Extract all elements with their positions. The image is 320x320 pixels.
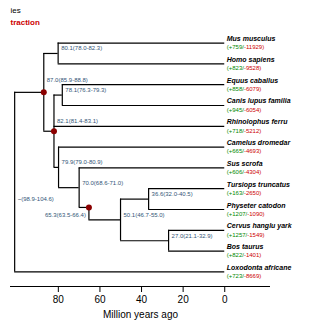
svg-text:-9528): -9528) <box>244 65 261 71</box>
svg-text:-6079): -6079) <box>244 86 261 92</box>
svg-text:20: 20 <box>178 294 190 305</box>
svg-text:60: 60 <box>94 294 106 305</box>
svg-text:Homo sapiens: Homo sapiens <box>227 56 275 64</box>
svg-text:-8669): -8669) <box>244 273 261 279</box>
svg-text:Cervus hanglu yark: Cervus hanglu yark <box>227 222 293 230</box>
svg-text:~(98.9-104.6): ~(98.9-104.6) <box>18 196 54 202</box>
svg-text:80: 80 <box>53 294 65 305</box>
svg-text:(+858/: (+858/ <box>227 86 245 92</box>
svg-text:(+822/: (+822/ <box>227 252 245 258</box>
svg-text:ies: ies <box>11 6 21 15</box>
svg-text:78.1(76.3-79.3): 78.1(76.3-79.3) <box>65 87 106 93</box>
svg-text:-6054): -6054) <box>244 107 261 113</box>
svg-text:65.3(63.5-66.4): 65.3(63.5-66.4) <box>45 212 86 218</box>
svg-text:36.6(32.0-40.5): 36.6(32.0-40.5) <box>152 191 193 197</box>
svg-text:-1090): -1090) <box>247 211 264 217</box>
svg-text:Bos taurus: Bos taurus <box>227 243 264 250</box>
svg-text:0: 0 <box>222 294 228 305</box>
svg-text:(+759/: (+759/ <box>227 44 245 50</box>
svg-text:(+723/: (+723/ <box>227 273 245 279</box>
svg-text:(+823/: (+823/ <box>227 65 245 71</box>
svg-text:Loxodonta africane: Loxodonta africane <box>227 264 292 271</box>
svg-text:Sus scrofa: Sus scrofa <box>227 160 263 167</box>
svg-text:Tursiops truncatus: Tursiops truncatus <box>227 181 290 189</box>
svg-text:-4304): -4304) <box>244 169 261 175</box>
svg-text:(+1207/: (+1207/ <box>227 211 248 217</box>
svg-text:80.1(78.0-82.3): 80.1(78.0-82.3) <box>61 45 102 51</box>
svg-text:-1401): -1401) <box>244 252 261 258</box>
svg-text:Million years ago: Million years ago <box>103 309 178 320</box>
svg-text:-2650): -2650) <box>244 190 261 196</box>
svg-text:Rhinolophus ferru: Rhinolophus ferru <box>227 118 288 126</box>
svg-text:(+163/: (+163/ <box>227 190 245 196</box>
svg-text:40: 40 <box>136 294 148 305</box>
svg-text:Canis lupus familia: Canis lupus familia <box>227 97 291 105</box>
svg-text:50.1(46.7-55.0): 50.1(46.7-55.0) <box>124 212 165 218</box>
svg-text:79.9(79.0-80.9): 79.9(79.0-80.9) <box>62 159 103 165</box>
svg-text:70.0(68.6-71.0): 70.0(68.6-71.0) <box>82 180 123 186</box>
svg-text:-4693): -4693) <box>244 148 261 154</box>
svg-text:Mus musculus: Mus musculus <box>227 35 276 42</box>
svg-text:-5212): -5212) <box>244 128 261 134</box>
svg-text:82.1(81.4-83.1): 82.1(81.4-83.1) <box>57 118 98 124</box>
svg-text:(+1257/: (+1257/ <box>227 232 248 238</box>
svg-text:(+945/: (+945/ <box>227 107 245 113</box>
svg-text:27.0(21.1-32.9): 27.0(21.1-32.9) <box>172 233 213 239</box>
svg-text:traction: traction <box>11 18 40 27</box>
svg-text:Equus caballus: Equus caballus <box>227 77 278 85</box>
svg-text:(+665/: (+665/ <box>227 148 245 154</box>
svg-text:87.0(85.9-88.8): 87.0(85.9-88.8) <box>47 77 88 83</box>
svg-text:-11929): -11929) <box>244 44 264 50</box>
svg-text:(+606/: (+606/ <box>227 169 245 175</box>
svg-text:Physeter catodon: Physeter catodon <box>227 202 286 210</box>
svg-text:-1549): -1549) <box>247 232 264 238</box>
svg-text:Camelus dromedar: Camelus dromedar <box>227 139 292 146</box>
svg-text:(+718/: (+718/ <box>227 128 245 134</box>
